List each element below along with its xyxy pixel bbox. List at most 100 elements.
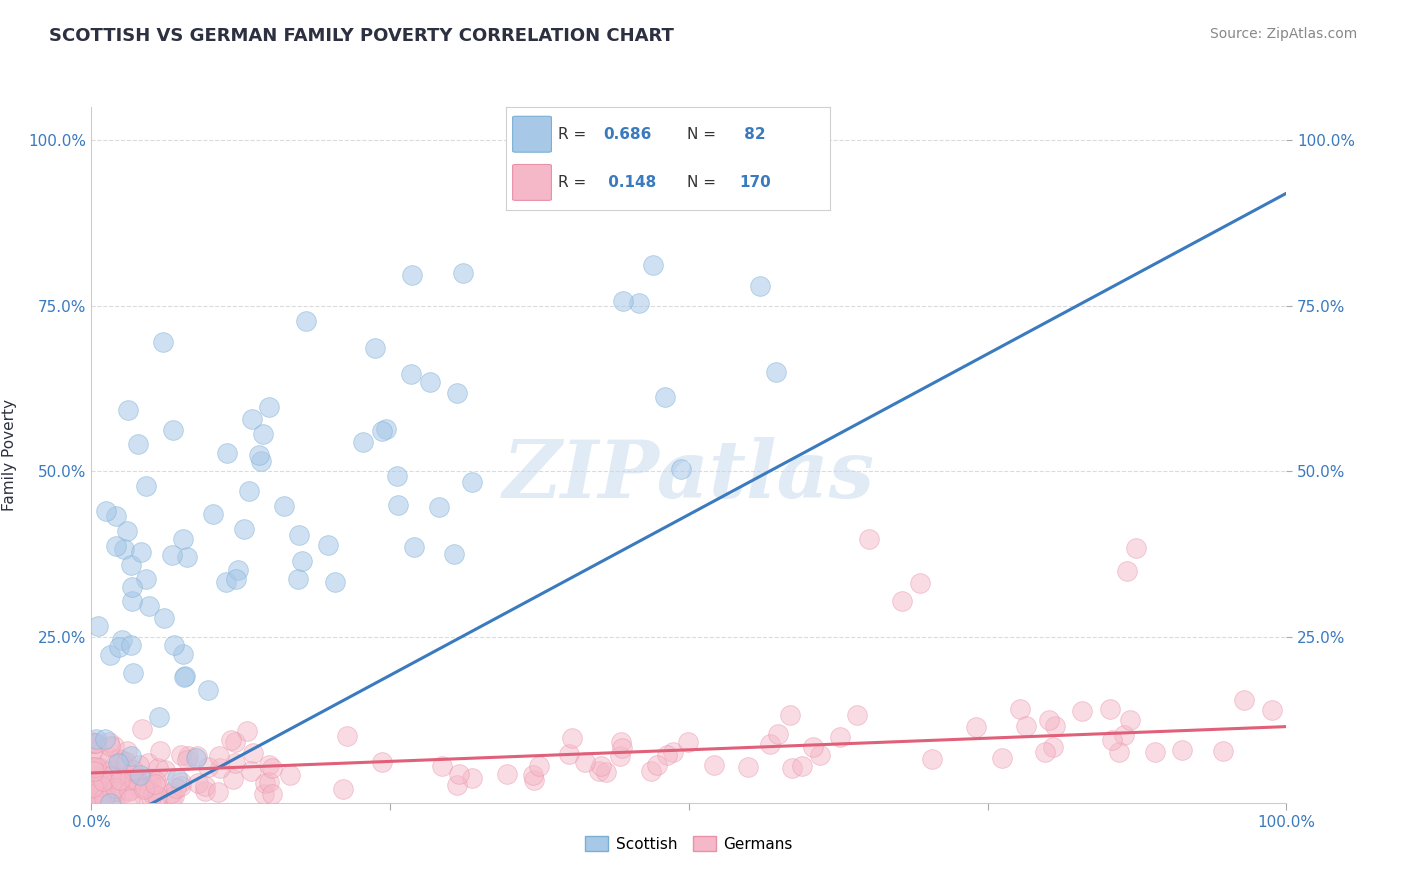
Point: [153, 763, 176, 777]
Point: [224, 735, 246, 749]
Point: [461, 475, 484, 489]
Point: [90, 783, 112, 797]
Point: [1233, 693, 1256, 707]
Point: [166, 772, 188, 786]
Point: [170, 775, 193, 789]
Point: [1115, 564, 1137, 578]
Point: [84, 773, 107, 788]
Point: [845, 707, 868, 722]
Point: [98, 739, 121, 754]
Text: 0.148: 0.148: [603, 175, 657, 190]
Point: [1171, 743, 1194, 757]
Point: [287, 572, 309, 586]
Point: [325, 575, 347, 590]
Point: [522, 772, 544, 787]
Point: [780, 761, 803, 775]
Point: [132, 782, 155, 797]
Point: [83, 764, 105, 778]
FancyBboxPatch shape: [513, 116, 551, 153]
Point: [160, 549, 183, 563]
Point: [779, 708, 801, 723]
Point: [225, 572, 247, 586]
Point: [136, 772, 159, 787]
Point: [107, 772, 129, 787]
Point: [100, 769, 122, 783]
Point: [295, 314, 318, 328]
Point: [676, 735, 699, 749]
Point: [103, 739, 125, 753]
Point: [233, 522, 256, 536]
Text: ZIPatlas: ZIPatlas: [503, 437, 875, 515]
Point: [108, 770, 131, 784]
Point: [84, 735, 107, 749]
Point: [430, 759, 453, 773]
Point: [399, 367, 422, 381]
Point: [654, 390, 676, 404]
Point: [1098, 702, 1121, 716]
Point: [419, 376, 441, 390]
Point: [965, 720, 987, 734]
Point: [291, 554, 314, 568]
Point: [87, 773, 110, 788]
Point: [176, 753, 198, 767]
Point: [105, 783, 128, 797]
Point: [1101, 733, 1123, 747]
Point: [316, 538, 339, 552]
Point: [858, 532, 880, 546]
Point: [238, 483, 260, 498]
Point: [87, 788, 110, 802]
Point: [247, 449, 270, 463]
Point: [84, 760, 107, 774]
Point: [194, 784, 217, 798]
Point: [107, 756, 129, 770]
Point: [194, 779, 217, 793]
Point: [148, 792, 170, 806]
Point: [226, 563, 249, 577]
Point: [595, 765, 617, 780]
Point: [401, 268, 423, 282]
Point: [148, 710, 170, 724]
Point: [187, 776, 209, 790]
Point: [160, 789, 183, 803]
Point: [82, 734, 104, 748]
Point: [522, 768, 544, 782]
Point: [108, 752, 131, 766]
Point: [173, 670, 195, 684]
Point: [162, 423, 184, 437]
Point: [118, 792, 141, 806]
Point: [765, 365, 787, 379]
Point: [82, 787, 104, 801]
Point: [239, 764, 262, 778]
Point: [135, 478, 157, 492]
Point: [830, 731, 852, 745]
Point: [645, 757, 668, 772]
Point: [288, 527, 311, 541]
Point: [1108, 745, 1130, 759]
Point: [111, 786, 134, 800]
Point: [142, 788, 165, 802]
Point: [169, 747, 191, 762]
Point: [139, 791, 162, 805]
Point: [446, 779, 468, 793]
Point: [278, 767, 301, 781]
Point: [1212, 743, 1234, 757]
Point: [134, 780, 156, 794]
Point: [165, 780, 187, 795]
Point: [160, 786, 183, 800]
Point: [253, 775, 276, 789]
Point: [108, 755, 131, 769]
Point: [262, 788, 284, 802]
Point: [105, 539, 128, 553]
Point: [152, 335, 174, 350]
Point: [921, 752, 943, 766]
Point: [136, 756, 159, 770]
Point: [131, 722, 153, 736]
Point: [90, 790, 112, 805]
Point: [451, 267, 474, 281]
Point: [1042, 740, 1064, 755]
Point: [273, 499, 295, 513]
Point: [655, 748, 678, 763]
Point: [128, 757, 150, 772]
Point: [1144, 745, 1167, 759]
Point: [110, 772, 132, 787]
